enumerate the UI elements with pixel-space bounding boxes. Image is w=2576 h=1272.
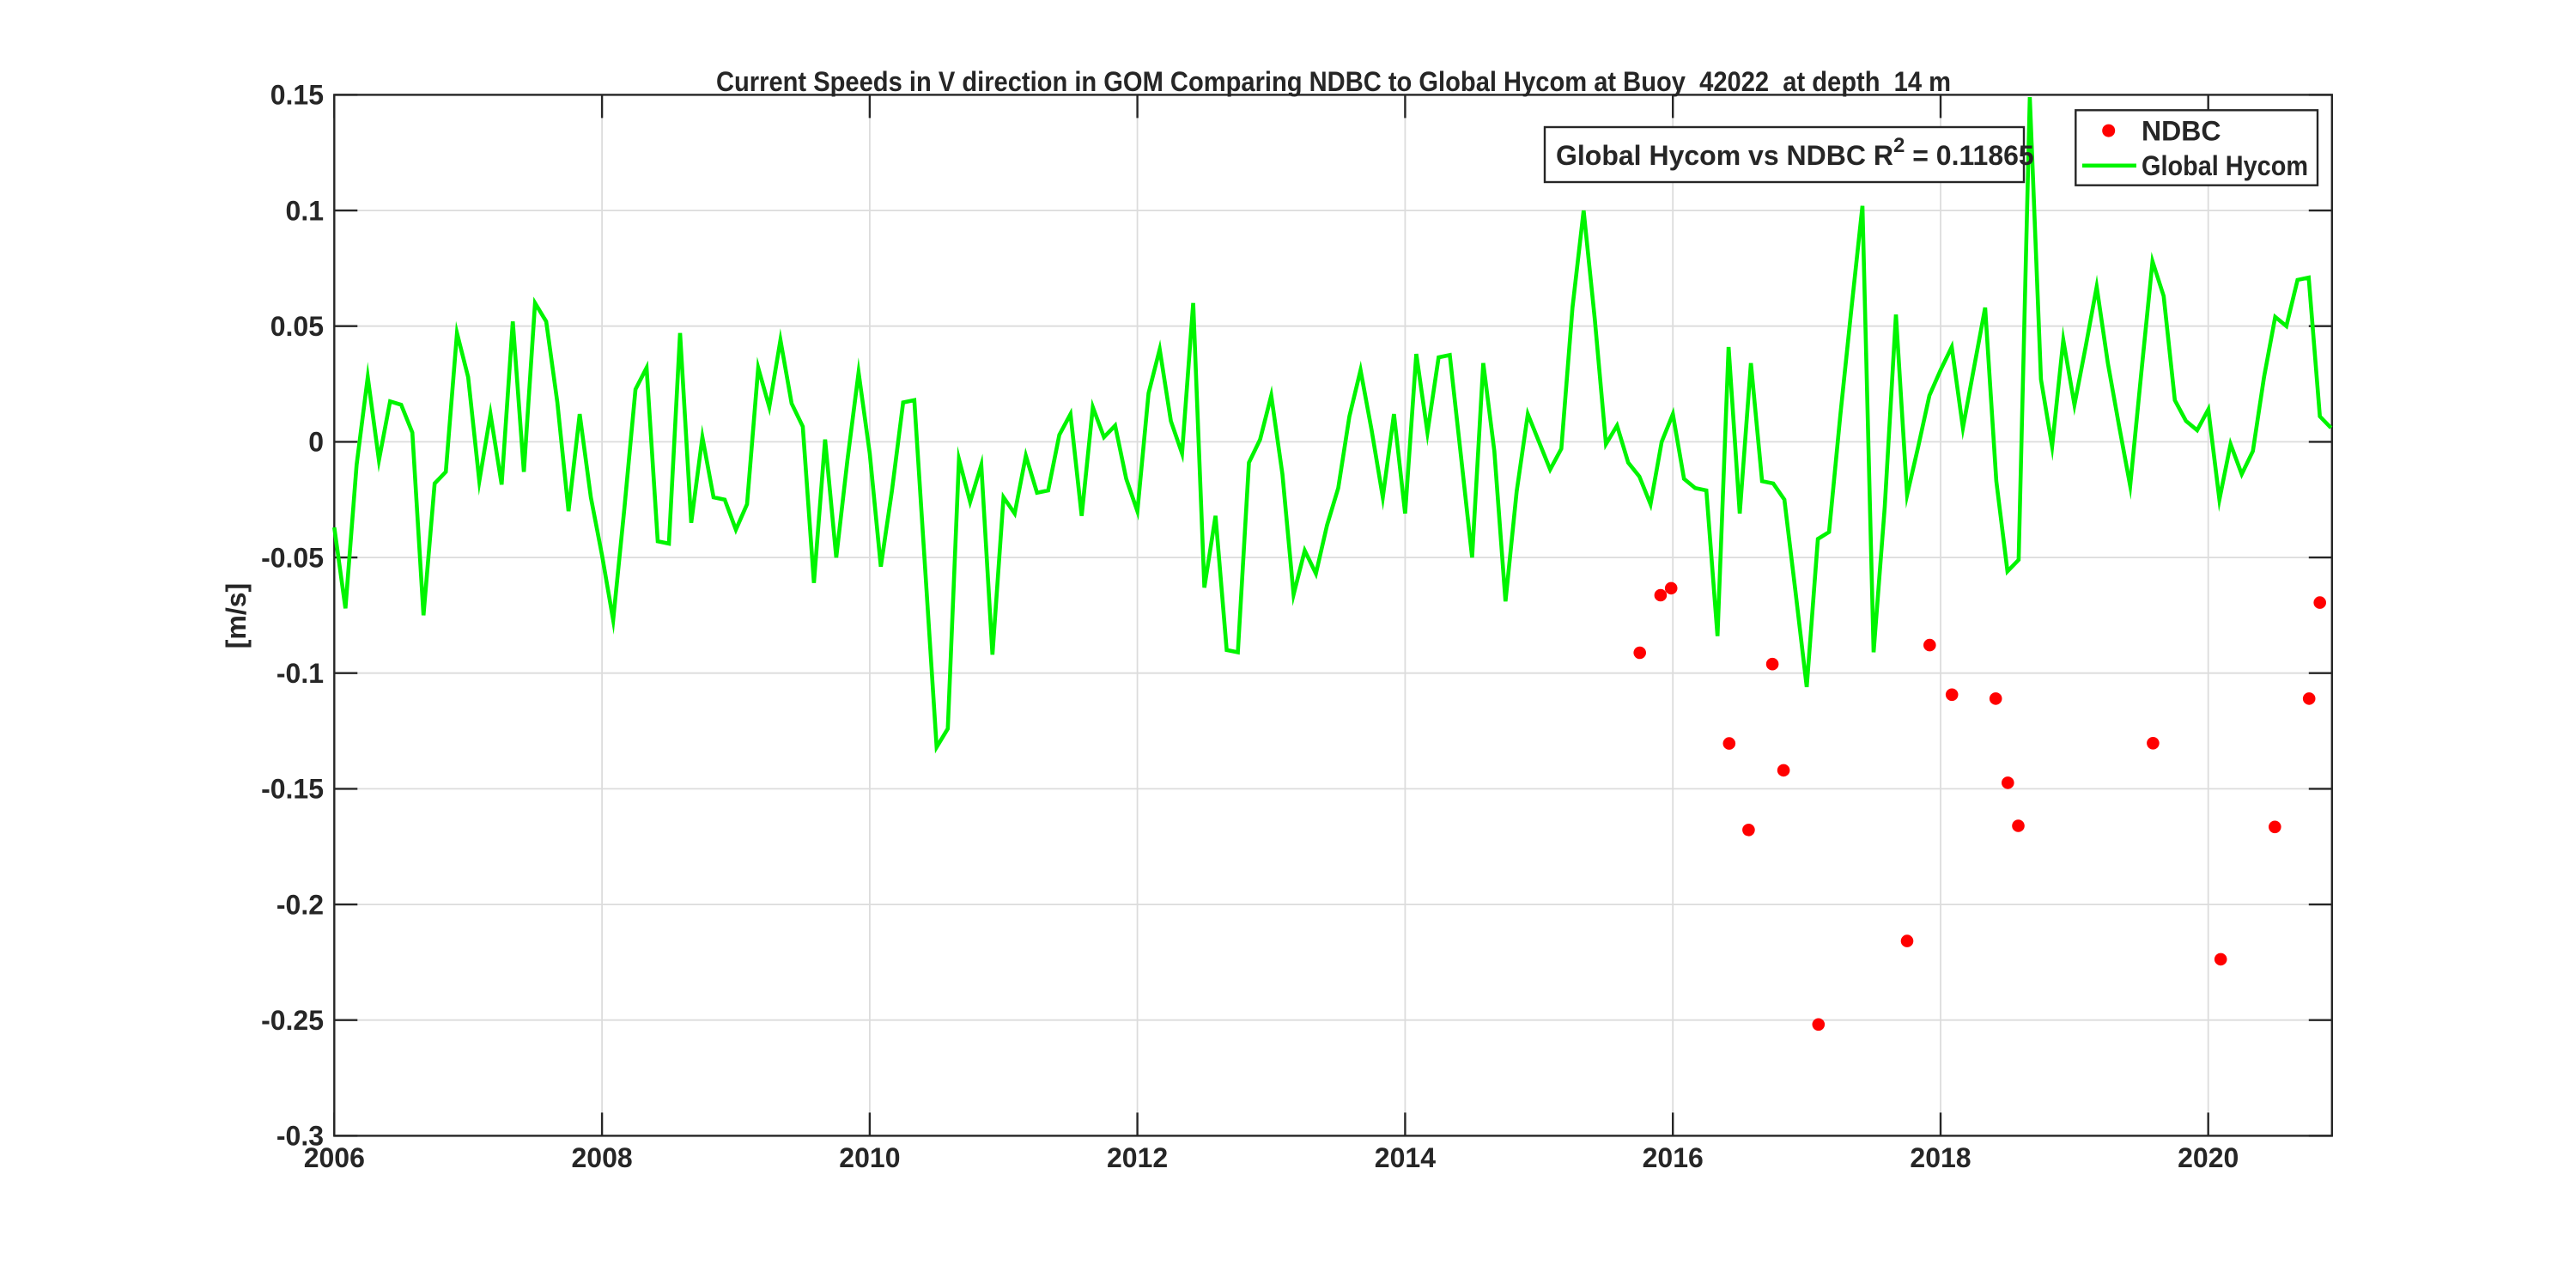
svg-text:-0.3: -0.3 (276, 1121, 324, 1152)
svg-text:-0.1: -0.1 (276, 658, 324, 689)
svg-text:0.05: 0.05 (270, 311, 324, 342)
svg-text:Current Speeds in V direction: Current Speeds in V direction in GOM Com… (716, 66, 1951, 97)
svg-text:2018: 2018 (1910, 1142, 1971, 1173)
svg-text:0.15: 0.15 (270, 80, 324, 111)
svg-text:-0.2: -0.2 (276, 889, 324, 920)
svg-text:2016: 2016 (1643, 1142, 1704, 1173)
svg-text:2008: 2008 (572, 1142, 633, 1173)
svg-text:2010: 2010 (839, 1142, 900, 1173)
svg-text:-0.25: -0.25 (261, 1005, 324, 1036)
svg-text:0: 0 (308, 427, 324, 458)
svg-text:Global Hycom: Global Hycom (2142, 150, 2308, 181)
svg-text:2020: 2020 (2178, 1142, 2239, 1173)
svg-text:2012: 2012 (1107, 1142, 1168, 1173)
svg-text:2006: 2006 (304, 1142, 365, 1173)
svg-text:-0.15: -0.15 (261, 774, 324, 805)
svg-text:[m/s]: [m/s] (221, 583, 252, 648)
svg-text:Global Hycom vs NDBC R2 = 0.11: Global Hycom vs NDBC R2 = 0.11865 (1556, 134, 2034, 171)
svg-text:2014: 2014 (1375, 1142, 1436, 1173)
svg-text:NDBC: NDBC (2142, 116, 2221, 147)
svg-text:0.1: 0.1 (286, 195, 324, 226)
svg-text:-0.05: -0.05 (261, 542, 324, 573)
